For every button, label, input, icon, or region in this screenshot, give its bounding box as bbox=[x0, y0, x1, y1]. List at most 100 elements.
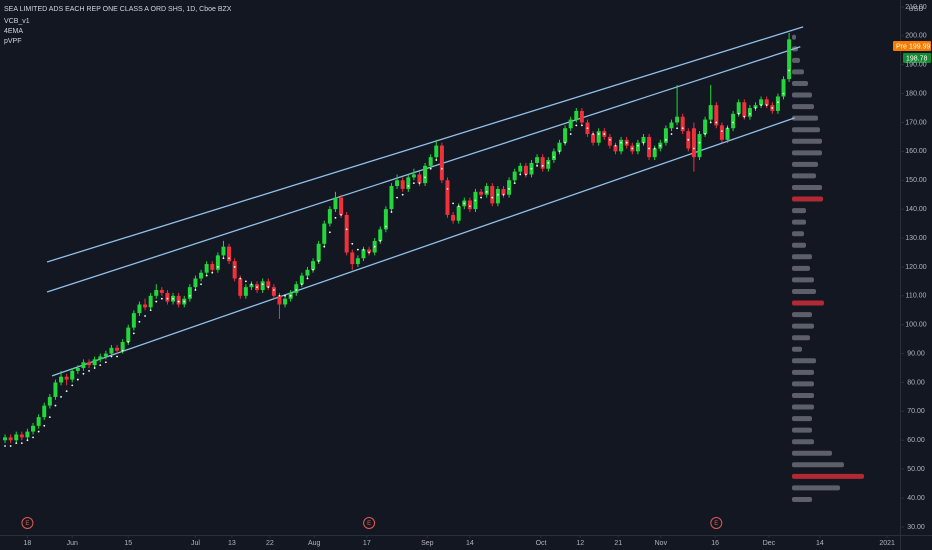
candle-body bbox=[680, 116, 685, 132]
ema-dot bbox=[172, 297, 174, 300]
earnings-label: E bbox=[367, 521, 371, 527]
ema-dot bbox=[295, 289, 298, 291]
ema-dot bbox=[765, 104, 768, 107]
volume-profile-bar bbox=[792, 335, 810, 341]
candle-body bbox=[98, 356, 103, 360]
currency: USD bbox=[909, 6, 924, 13]
candle-body bbox=[355, 258, 360, 265]
ema-dot bbox=[788, 69, 791, 72]
candle-body bbox=[725, 128, 730, 140]
candle-body bbox=[305, 269, 310, 276]
ema-dot bbox=[54, 404, 57, 407]
ema-dot bbox=[474, 199, 477, 202]
volume-profile-bar bbox=[792, 427, 812, 433]
candle-body bbox=[434, 145, 439, 158]
candle-body bbox=[31, 425, 36, 432]
candle-body bbox=[501, 188, 506, 195]
candle-body bbox=[484, 186, 489, 195]
y-tick-label: 80.00 bbox=[907, 379, 925, 386]
candle-body bbox=[70, 370, 75, 380]
earnings-label: E bbox=[25, 521, 29, 527]
ema-dot bbox=[440, 167, 443, 170]
ema-dot bbox=[26, 439, 29, 442]
ema-dot bbox=[749, 112, 751, 115]
y-tick-label: 200.00 bbox=[905, 33, 927, 40]
volume-profile-bar bbox=[792, 485, 840, 491]
x-tick-label: Sep bbox=[421, 540, 434, 547]
volume-profile-bar bbox=[792, 92, 812, 98]
candle-body bbox=[703, 119, 708, 135]
x-tick-label: Nov bbox=[655, 540, 668, 547]
candle-body bbox=[3, 437, 8, 441]
ema-dot bbox=[681, 127, 684, 130]
x-tick-label: 18 bbox=[24, 540, 32, 547]
candle-body bbox=[400, 180, 405, 189]
candle-body bbox=[92, 359, 97, 366]
candle-body bbox=[8, 437, 13, 441]
candle-body bbox=[266, 281, 271, 288]
candle-body bbox=[260, 281, 265, 291]
candle-body bbox=[551, 151, 556, 161]
ema-dot bbox=[704, 133, 707, 135]
ema-dot bbox=[777, 101, 779, 104]
ema-dot bbox=[480, 196, 482, 199]
ema-dot bbox=[547, 162, 550, 164]
ema-dot bbox=[698, 141, 701, 144]
y-tick-label: 110.00 bbox=[906, 293, 927, 300]
candle-body bbox=[126, 327, 131, 343]
ema-dot bbox=[446, 188, 449, 190]
ema-dot bbox=[71, 384, 74, 387]
ema-dot bbox=[592, 133, 594, 135]
ema-dot bbox=[149, 309, 152, 312]
ema-dot bbox=[468, 205, 471, 208]
ema-dot bbox=[513, 182, 516, 185]
candle-body bbox=[294, 284, 299, 293]
candle-body bbox=[579, 110, 584, 123]
ema-dot bbox=[524, 173, 527, 176]
ema-dot bbox=[328, 231, 331, 234]
ema-dot bbox=[687, 138, 690, 141]
y-tick-label: 150.00 bbox=[905, 177, 927, 184]
volume-profile-bar bbox=[792, 439, 814, 445]
x-tick-label: 2021 bbox=[879, 540, 895, 547]
ema-dot bbox=[452, 202, 454, 205]
ema-dot bbox=[670, 133, 673, 135]
x-tick-label: 13 bbox=[228, 540, 236, 547]
candle-body bbox=[731, 113, 736, 129]
ema-dot bbox=[194, 289, 197, 291]
volume-profile-bar bbox=[792, 416, 812, 422]
ema-dot bbox=[760, 104, 763, 107]
ema-dot bbox=[200, 283, 202, 286]
y-tick-label: 160.00 bbox=[905, 148, 927, 155]
ema-dot bbox=[636, 144, 639, 147]
volume-profile-bar bbox=[792, 208, 806, 214]
candle-body bbox=[574, 110, 579, 120]
candle-body bbox=[647, 136, 652, 158]
ema-dot bbox=[558, 150, 561, 153]
y-tick-label: 120.00 bbox=[905, 264, 927, 271]
ema-dot bbox=[485, 190, 488, 193]
candle-body bbox=[193, 278, 198, 288]
y-tick-label: 70.00 bbox=[907, 408, 925, 415]
x-tick-label: 22 bbox=[266, 540, 274, 547]
pre-market-price: 199.99 bbox=[909, 43, 931, 50]
ema-dot bbox=[429, 167, 432, 170]
ema-dot bbox=[244, 280, 247, 283]
candle-body bbox=[322, 223, 327, 244]
volume-profile-bar bbox=[792, 381, 814, 387]
candle-body bbox=[75, 368, 80, 371]
candle-body bbox=[535, 157, 540, 163]
channel-line bbox=[46, 26, 804, 263]
y-tick-label: 100.00 bbox=[905, 322, 927, 329]
ema-dot bbox=[312, 268, 314, 271]
candle-body bbox=[635, 142, 640, 152]
candle-body bbox=[148, 295, 153, 308]
ema-dot bbox=[732, 121, 735, 124]
x-tick-label: 21 bbox=[614, 540, 622, 547]
x-tick-label: 12 bbox=[576, 540, 584, 547]
ema-dot bbox=[782, 92, 785, 95]
candle-body bbox=[81, 362, 86, 369]
x-tick-label: 17 bbox=[363, 540, 371, 547]
